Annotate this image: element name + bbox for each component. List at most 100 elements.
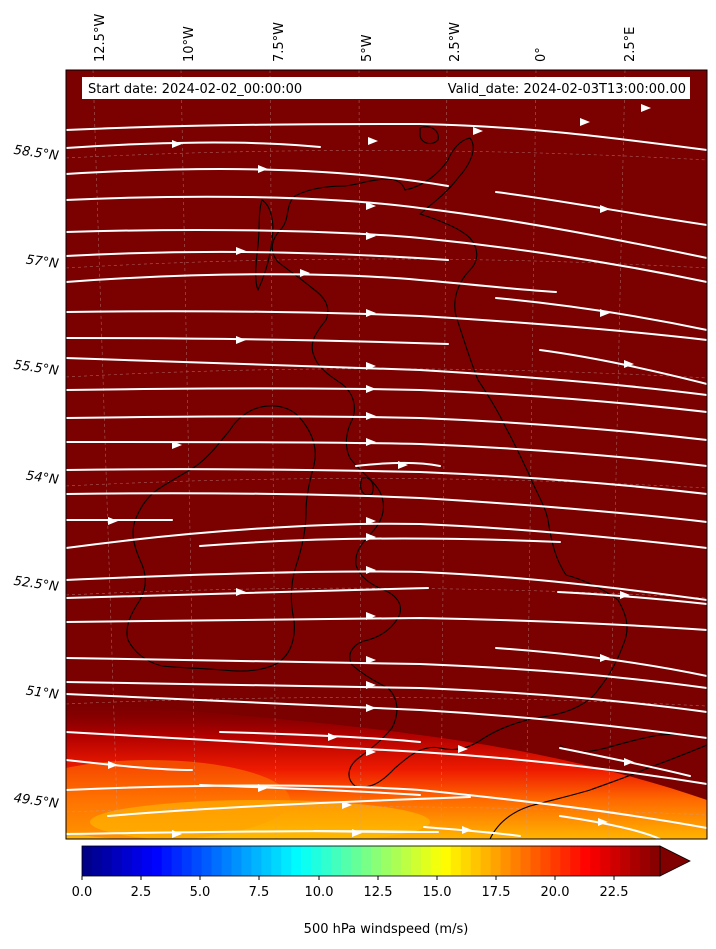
colorbar-swatch xyxy=(630,846,641,876)
streamline xyxy=(66,310,707,341)
map-frame xyxy=(65,69,708,840)
colorbar-swatch xyxy=(600,846,611,876)
colorbar-swatch xyxy=(331,846,342,876)
colorbar-swatch xyxy=(161,846,173,876)
latitude-labels: 58.5°N 57°N 55.5°N 54°N 52.5°N 51°N 49.5… xyxy=(13,143,60,812)
longitude-label: 7.5°W xyxy=(272,22,287,62)
colorbar-swatch xyxy=(211,846,223,876)
streamline xyxy=(66,250,449,261)
colorbar-swatch xyxy=(311,846,322,876)
streamline xyxy=(423,826,521,837)
longitude-label: 12.5°W xyxy=(93,14,108,62)
ireland-coast xyxy=(126,405,316,672)
colorbar-swatch xyxy=(570,846,581,876)
colorbar-swatch xyxy=(281,846,292,876)
windspeed-peak xyxy=(90,800,430,839)
latitude-label: 51°N xyxy=(25,684,60,703)
streamline xyxy=(66,122,707,151)
streamline xyxy=(66,784,707,829)
colorbar-swatch xyxy=(460,846,472,876)
colorbar-tick-label: 10.0 xyxy=(305,885,334,900)
streamline xyxy=(495,297,707,331)
streamline xyxy=(66,441,707,467)
colorbar-swatch xyxy=(490,846,502,876)
latitude-label: 58.5°N xyxy=(13,143,60,164)
colorbar-swatch xyxy=(580,846,591,876)
colorbar-swatch xyxy=(321,846,332,876)
colorbar-swatch xyxy=(540,846,551,876)
streamline xyxy=(66,587,429,599)
colorbar-swatch xyxy=(82,846,93,876)
colorbar-swatch xyxy=(141,846,153,876)
colorbar-tick-label: 15.0 xyxy=(423,885,452,900)
streamline xyxy=(66,693,707,739)
streamline-arrows xyxy=(108,104,651,838)
streamline xyxy=(66,337,449,345)
colorbar-tick-labels: 0.0 2.5 5.0 7.5 10.0 12.5 15.0 17.5 20.0… xyxy=(72,885,629,900)
colorbar-swatch xyxy=(171,846,183,876)
streamline xyxy=(66,141,321,149)
longitude-label: 5°W xyxy=(360,34,375,62)
colorbar-swatch xyxy=(221,846,233,876)
streamline xyxy=(66,492,707,523)
colorbar-swatch xyxy=(241,846,253,876)
colorbar-label: 500 hPa windspeed (m/s) xyxy=(304,922,469,937)
streamlines xyxy=(66,122,707,839)
colorbar-tick-label: 5.0 xyxy=(190,885,211,900)
streamline xyxy=(199,784,421,796)
colorbar-extend-arrow xyxy=(659,845,691,877)
colorbar-ticks xyxy=(81,876,615,880)
streamline xyxy=(495,647,707,677)
streamline xyxy=(66,195,707,259)
map-panel: Start date: 2024-02-02_00:00:00 Valid_da… xyxy=(66,70,707,839)
streamline xyxy=(495,191,707,226)
streamline xyxy=(559,815,661,839)
valid-date-label: Valid_date: 2024-02-03T13:00:00.00 xyxy=(448,82,686,97)
colorbar-tick-label: 12.5 xyxy=(364,885,393,900)
latitude-label: 54°N xyxy=(25,469,60,488)
colorbar-swatch xyxy=(390,846,402,876)
colorbar-tick-label: 2.5 xyxy=(131,885,152,900)
colorbar-swatch xyxy=(271,846,282,876)
colorbar-swatch xyxy=(480,846,492,876)
colorbar-tick-label: 7.5 xyxy=(249,885,270,900)
longitude-label: 0° xyxy=(534,47,549,62)
streamline xyxy=(66,731,707,785)
streamline xyxy=(66,616,707,631)
colorbar-swatch xyxy=(430,846,442,876)
colorbar-swatch xyxy=(530,846,542,876)
isle-of-man-coast xyxy=(360,477,374,496)
streamline xyxy=(66,759,193,771)
streamline xyxy=(66,468,707,495)
streamline xyxy=(66,357,707,396)
colorbar-swatch xyxy=(450,846,462,876)
colorbar-swatch xyxy=(231,846,243,876)
start-date-label: Start date: 2024-02-02_00:00:00 xyxy=(88,82,302,97)
streamline xyxy=(66,657,707,689)
streamline xyxy=(66,415,707,441)
colorbar-swatch xyxy=(251,846,262,876)
colorbar-swatch xyxy=(400,846,412,876)
colorbar-swatch xyxy=(111,846,123,876)
streamline xyxy=(107,796,471,817)
colorbar-swatch xyxy=(520,846,532,876)
colorbar-tick-label: 20.0 xyxy=(541,885,570,900)
latitude-label: 49.5°N xyxy=(13,791,60,812)
colorbar-swatch xyxy=(131,846,143,876)
colorbar-tick-label: 22.5 xyxy=(600,885,629,900)
colorbar-swatch xyxy=(261,846,272,876)
streamline xyxy=(66,570,707,601)
latitude-label: 52.5°N xyxy=(13,574,60,595)
colorbar-swatch xyxy=(151,846,163,876)
latitude-label: 57°N xyxy=(25,253,60,272)
colorbar-swatch xyxy=(181,846,193,876)
colorbar-swatch xyxy=(550,846,561,876)
colorbar-swatch xyxy=(610,846,621,876)
colorbar-swatch xyxy=(410,846,422,876)
streamline xyxy=(355,462,441,467)
streamline xyxy=(66,681,707,713)
longitude-label: 2.5°W xyxy=(448,22,463,62)
colorbar-swatch xyxy=(301,846,312,876)
colorbar-swatch xyxy=(361,846,372,876)
